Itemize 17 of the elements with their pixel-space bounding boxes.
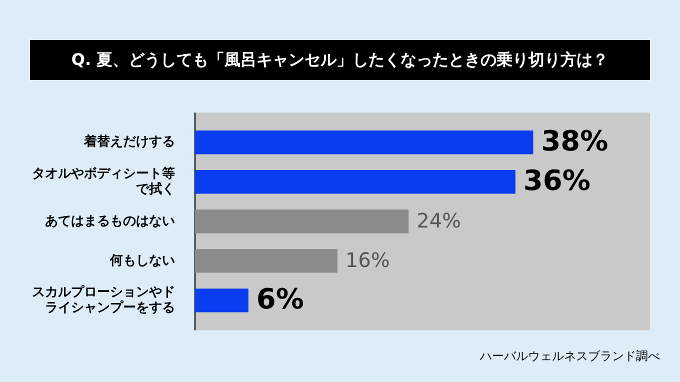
bar <box>195 210 409 234</box>
bar <box>195 130 534 154</box>
bar <box>195 170 516 194</box>
text: ハーバルウェルネスブランド調べ <box>480 348 660 365</box>
bar <box>195 249 338 273</box>
y-tick-label: スカルプローションやドライシャンプーをする <box>32 284 175 316</box>
data-label: 36% <box>523 164 590 198</box>
y-tick-label: あてはまるものはない <box>45 214 175 229</box>
y-tick-label: 何もしない <box>109 253 175 268</box>
bar <box>195 288 248 312</box>
data-label: 16% <box>345 248 390 272</box>
y-tick-label: タオルやボディシート等で拭く <box>32 166 175 198</box>
data-label: 24% <box>416 208 462 233</box>
data-label: 38% <box>541 124 608 158</box>
y-tick-label: 着替えだけする <box>83 134 175 150</box>
data-label: 6% <box>256 282 304 316</box>
chart-title: Q. 夏、どうしても「風呂キャンセル」したくなったときの乗り切り方は？ <box>30 40 650 80</box>
